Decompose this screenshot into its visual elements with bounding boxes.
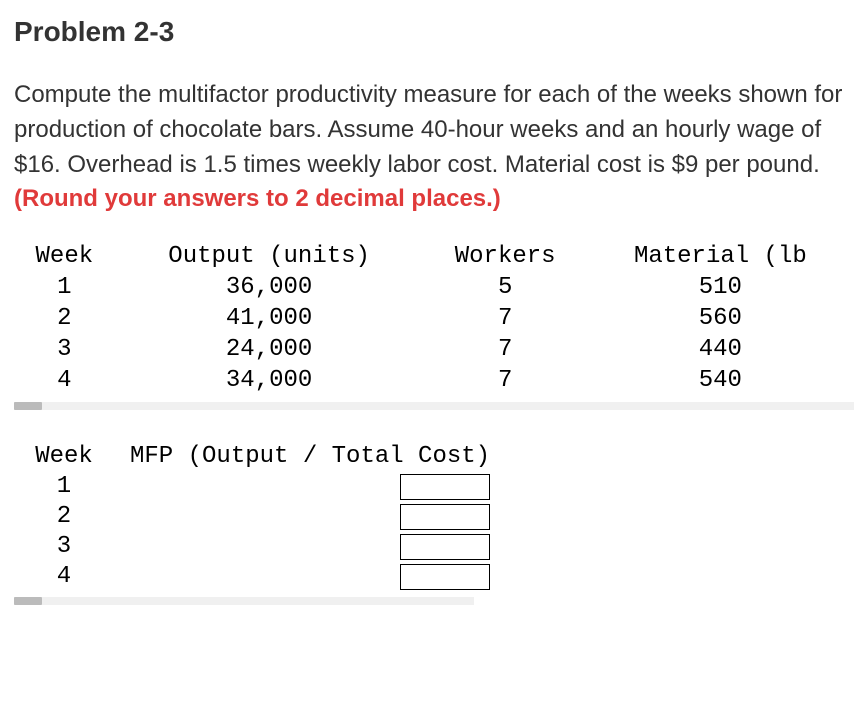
cell: 510 <box>587 272 854 303</box>
col-output: Output (units) <box>115 241 424 272</box>
mfp-input-week1[interactable] <box>400 474 490 500</box>
answer-week: 1 <box>14 471 114 501</box>
data-table: Week Output (units) Workers Material (lb… <box>14 241 854 396</box>
table-row: 3 24,000 7 440 <box>14 334 854 365</box>
cell: 1 <box>14 272 115 303</box>
problem-title: Problem 2-3 <box>14 16 854 48</box>
answer-row: 2 <box>14 501 498 531</box>
scrollbar-thumb[interactable] <box>14 597 42 605</box>
mfp-input-week4[interactable] <box>400 564 490 590</box>
horizontal-scrollbar[interactable] <box>14 597 474 605</box>
scrollbar-thumb[interactable] <box>14 402 42 410</box>
ans-col-week: Week <box>14 442 114 471</box>
col-week: Week <box>14 241 115 272</box>
answer-table: Week MFP (Output / Total Cost) 1 2 3 4 <box>14 442 498 591</box>
cell: 36,000 <box>115 272 424 303</box>
table-row: 1 36,000 5 510 <box>14 272 854 303</box>
table-row: 2 41,000 7 560 <box>14 303 854 334</box>
cell: 24,000 <box>115 334 424 365</box>
answer-row: 3 <box>14 531 498 561</box>
answer-week: 3 <box>14 531 114 561</box>
problem-prompt: Compute the multifactor productivity mea… <box>14 78 854 217</box>
cell: 3 <box>14 334 115 365</box>
cell: 2 <box>14 303 115 334</box>
answer-week: 4 <box>14 561 114 591</box>
cell: 540 <box>587 365 854 396</box>
answer-row: 1 <box>14 471 498 501</box>
col-material: Material (lb <box>587 241 854 272</box>
horizontal-scrollbar[interactable] <box>14 402 854 410</box>
cell: 7 <box>424 303 587 334</box>
prompt-text: Compute the multifactor productivity mea… <box>14 81 842 178</box>
cell: 7 <box>424 334 587 365</box>
cell: 41,000 <box>115 303 424 334</box>
answer-week: 2 <box>14 501 114 531</box>
table-row: 4 34,000 7 540 <box>14 365 854 396</box>
prompt-warning: (Round your answers to 2 decimal places.… <box>14 185 501 212</box>
col-workers: Workers <box>424 241 587 272</box>
cell: 440 <box>587 334 854 365</box>
cell: 5 <box>424 272 587 303</box>
cell: 34,000 <box>115 365 424 396</box>
cell: 4 <box>14 365 115 396</box>
cell: 7 <box>424 365 587 396</box>
answer-row: 4 <box>14 561 498 591</box>
mfp-input-week2[interactable] <box>400 504 490 530</box>
mfp-input-week3[interactable] <box>400 534 490 560</box>
cell: 560 <box>587 303 854 334</box>
ans-col-mfp: MFP (Output / Total Cost) <box>114 442 498 471</box>
